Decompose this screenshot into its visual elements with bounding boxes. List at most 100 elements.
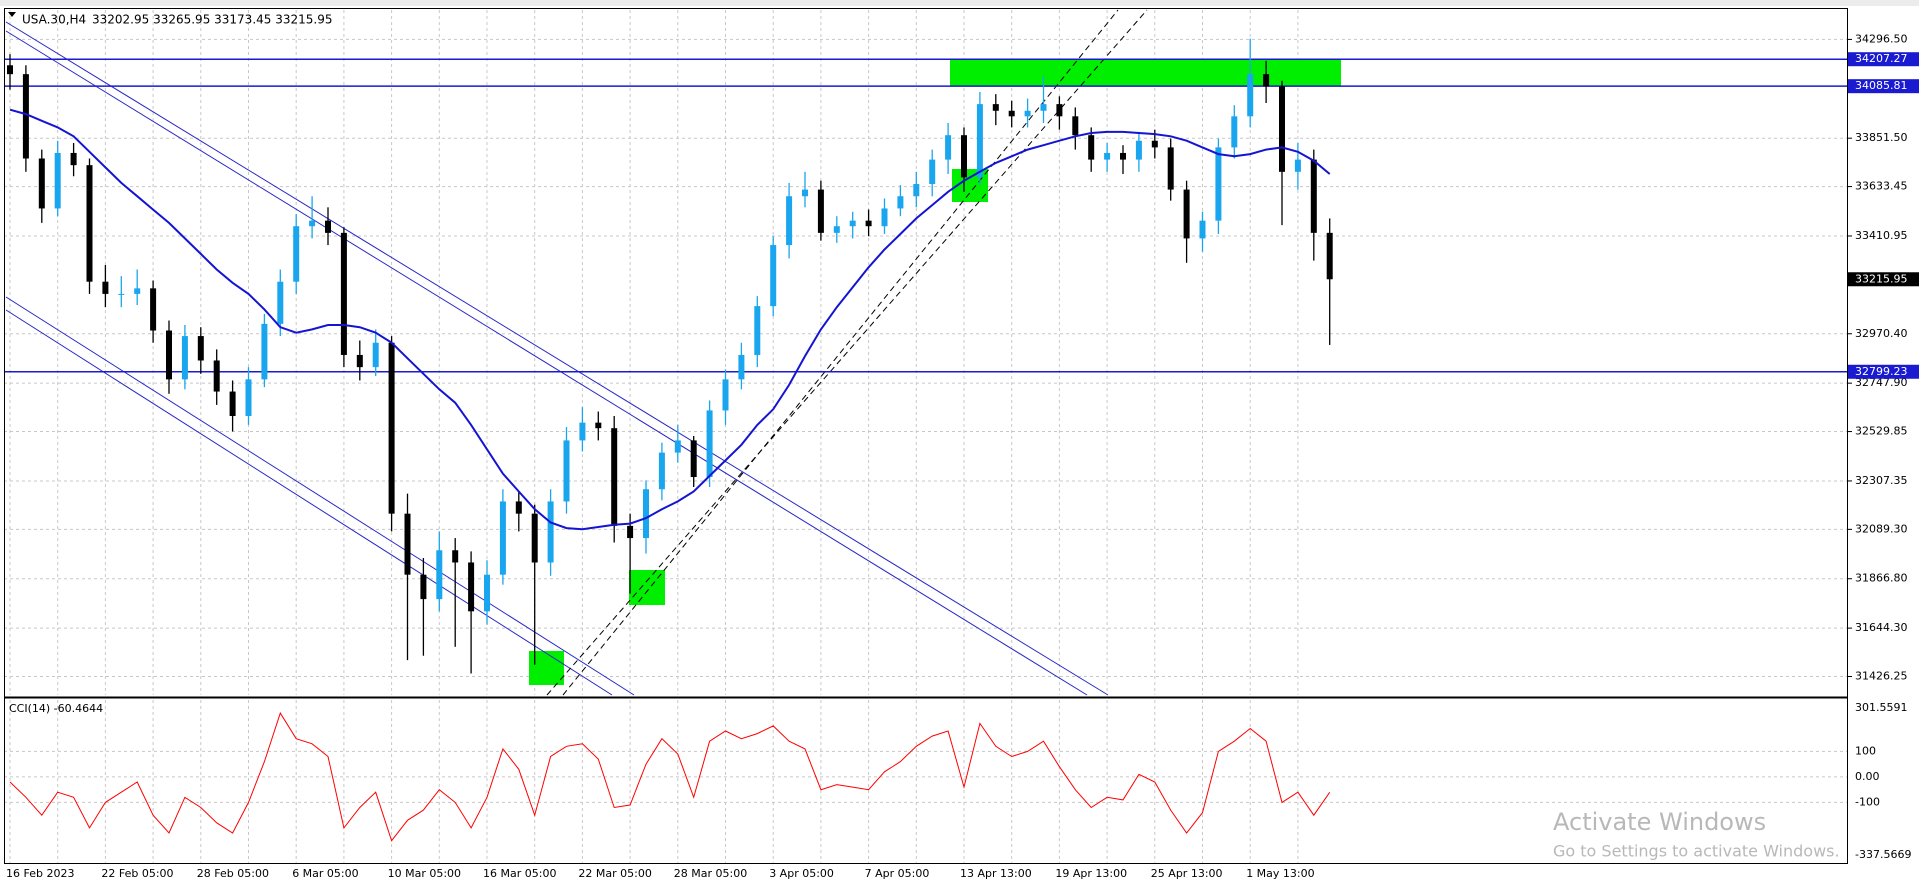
x-tick-label: 10 Mar 05:00	[388, 867, 461, 880]
candle-body	[1024, 110, 1031, 117]
candle-body	[817, 189, 824, 233]
candle-body	[627, 525, 634, 539]
candle-body	[404, 513, 411, 575]
x-tick-label: 16 Mar 05:00	[483, 867, 556, 880]
y-tick-label: 31866.80	[1855, 572, 1908, 585]
candle-body	[1199, 220, 1206, 239]
candle-body	[1008, 110, 1015, 117]
level-label-box	[1848, 79, 1919, 94]
candle-body	[1247, 74, 1254, 117]
candle-body	[1104, 152, 1111, 160]
candle-body	[849, 220, 856, 227]
candle-body	[945, 135, 952, 160]
labels: 34296.50 33851.50 33633.45 33410.95 32970.40…	[6, 32, 1919, 880]
candle-body	[802, 189, 808, 197]
candle-body	[372, 342, 379, 368]
candle-body	[643, 489, 649, 539]
candle-body	[976, 104, 983, 178]
candle-body	[1263, 74, 1270, 87]
candle-body	[1120, 152, 1126, 160]
y-tick-label: 32307.35	[1855, 474, 1908, 487]
x-tick-label: 19 Apr 13:00	[1055, 867, 1127, 880]
drawings	[5, 9, 1341, 696]
y-tick-label: 0.00	[1855, 770, 1880, 783]
y-tick-label: 32089.30	[1855, 522, 1908, 535]
candle-body	[865, 220, 872, 227]
y-tick-label: -337.5669	[1855, 848, 1911, 861]
y-tick-label: 31644.30	[1855, 621, 1908, 634]
candle-body	[1072, 116, 1079, 136]
menu-icon	[8, 12, 16, 17]
marks	[4, 38, 1848, 842]
candle-body	[786, 196, 793, 246]
y-tick-label: -100	[1855, 795, 1880, 808]
candle-body	[70, 152, 77, 166]
candle-body	[690, 440, 697, 478]
candle-body	[881, 208, 888, 227]
y-tick-label: 301.5591	[1855, 701, 1908, 714]
candle-body	[1151, 140, 1158, 148]
moving-average	[9, 108, 1331, 531]
x-tick-label: 22 Mar 05:00	[578, 867, 651, 880]
trend-line	[562, 9, 1119, 696]
candle-body	[118, 293, 125, 295]
y-tick-label: 32747.90	[1855, 376, 1908, 389]
candle-body	[1056, 104, 1063, 117]
x-tick-label: 1 May 13:00	[1246, 867, 1314, 880]
candle-body	[54, 152, 61, 209]
watermark-subtitle: Go to Settings to activate Windows.	[1553, 842, 1840, 861]
trend-line	[5, 21, 1109, 696]
candle-body	[134, 288, 141, 294]
candle-body	[261, 323, 268, 380]
y-tick-label: 32529.85	[1855, 425, 1908, 438]
candle-body	[611, 428, 618, 526]
y-tick-label: 33410.95	[1855, 229, 1908, 242]
candle-body	[102, 281, 109, 294]
chart-title: USA.30,H4	[22, 13, 86, 27]
candle-body	[563, 440, 570, 502]
candle-body	[754, 306, 761, 355]
candle-body	[674, 440, 681, 453]
trend-line	[5, 296, 635, 696]
grid	[4, 10, 1848, 863]
y-tick-label: 100	[1855, 744, 1876, 757]
candle-body	[197, 336, 204, 361]
candle-body	[7, 65, 13, 75]
candle-body	[738, 354, 745, 380]
candle-body	[1215, 147, 1222, 221]
candle-body	[181, 336, 188, 380]
candle-body	[325, 220, 331, 233]
candle-body	[706, 410, 713, 478]
candle-body	[277, 281, 284, 324]
y-tick-label: 34296.50	[1855, 32, 1908, 45]
candle-body	[579, 422, 586, 441]
candle-body	[38, 158, 45, 209]
candle-body	[166, 330, 172, 380]
y-tick-label: 31426.25	[1855, 670, 1908, 683]
level-label: 34207.27	[1855, 52, 1908, 65]
candle-body	[484, 574, 490, 612]
price-label: 33215.95	[1855, 272, 1908, 285]
level-label: 32799.23	[1855, 365, 1908, 378]
level-label-box	[1848, 364, 1919, 379]
x-tick-label: 25 Apr 13:00	[1151, 867, 1223, 880]
candle-body	[309, 220, 316, 227]
x-tick-label: 16 Feb 2023	[6, 867, 74, 880]
candle-body	[961, 135, 967, 178]
candle-body	[515, 501, 522, 514]
x-tick-label: 28 Feb 05:00	[197, 867, 269, 880]
candle-body	[658, 452, 665, 490]
y-tick-label: 33633.45	[1855, 180, 1908, 193]
candle-body	[531, 513, 538, 563]
level-label: 34085.81	[1855, 79, 1908, 92]
trend-line	[5, 309, 613, 696]
candle-body	[992, 104, 999, 111]
price-label-box	[1848, 272, 1919, 287]
candle-body	[499, 501, 506, 575]
toolbar-strip	[0, 0, 1919, 6]
candle-body	[913, 184, 920, 197]
x-tick-label: 6 Mar 05:00	[292, 867, 358, 880]
zone	[950, 59, 1341, 86]
